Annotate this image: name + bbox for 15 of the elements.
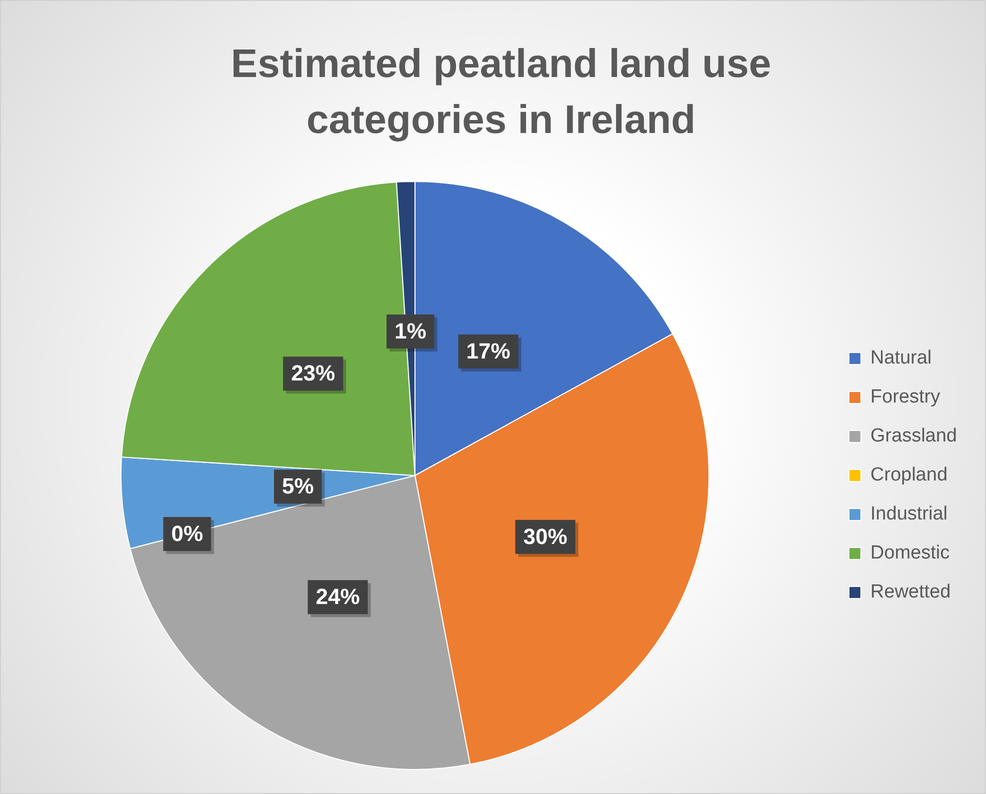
data-label: 30%	[523, 524, 568, 549]
data-label: 1%	[394, 318, 426, 344]
data-label: 24%	[316, 584, 360, 610]
legend-label: Natural	[870, 348, 932, 369]
legend-label: Grassland	[870, 426, 958, 447]
legend-label: Domestic	[870, 542, 950, 564]
legend-label: Rewetted	[870, 582, 951, 603]
chart-title: Estimated peatland land use categories in Ireland	[230, 41, 772, 144]
legend-label: Forestry	[870, 386, 941, 408]
data-label: 5%	[282, 474, 314, 499]
legend-label: Cropland	[870, 464, 948, 486]
data-label: 23%	[291, 360, 336, 386]
data-label: 17%	[466, 338, 510, 364]
text: 0%	[171, 521, 204, 546]
legend-label: Industrial	[870, 504, 948, 525]
